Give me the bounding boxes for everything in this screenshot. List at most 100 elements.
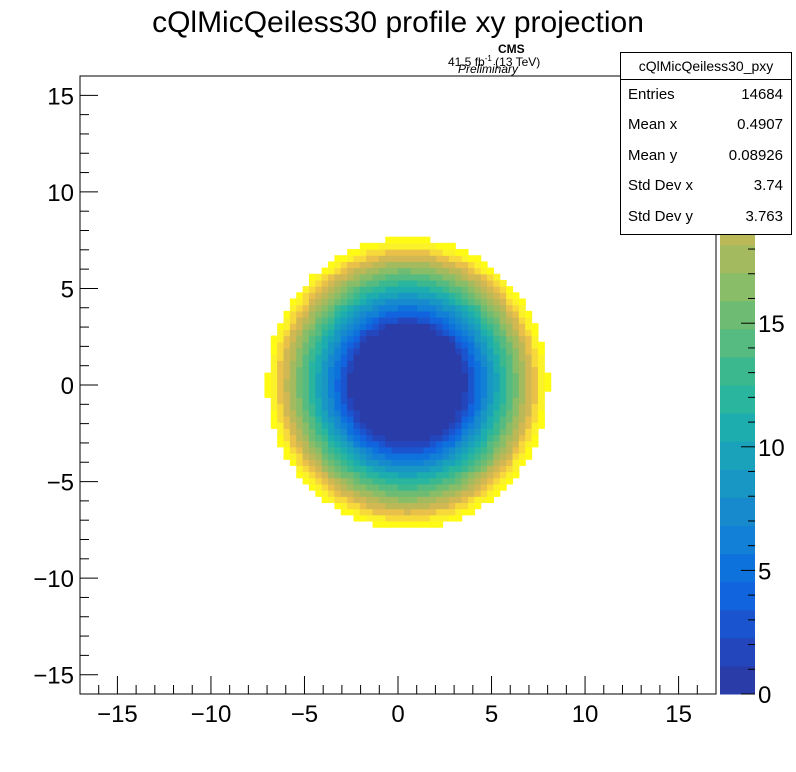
heatmap-bin xyxy=(480,323,488,330)
heatmap-bin xyxy=(315,347,323,355)
heatmap-bin xyxy=(385,409,393,417)
heatmap-bin xyxy=(372,310,380,318)
heatmap-bin xyxy=(398,335,405,343)
heatmap-bin xyxy=(353,286,361,293)
heatmap-bin xyxy=(359,267,367,275)
heatmap-bin xyxy=(385,347,393,355)
heatmap-bin xyxy=(461,391,469,398)
heatmap-bin xyxy=(308,459,316,466)
heatmap-bin xyxy=(308,409,316,417)
heatmap-bin xyxy=(410,496,418,504)
heatmap-bin xyxy=(353,409,361,417)
heatmap-bin xyxy=(391,279,399,287)
heatmap-bin xyxy=(531,385,539,392)
heatmap-bin xyxy=(270,354,278,361)
heatmap-bin xyxy=(372,422,380,429)
heatmap-bin xyxy=(506,403,514,411)
heatmap-bin xyxy=(391,360,399,368)
heatmap-bin xyxy=(366,514,374,522)
heatmap-bin xyxy=(512,360,520,368)
heatmap-bin xyxy=(410,422,418,429)
heatmap-bin xyxy=(417,477,425,485)
heatmap-bin xyxy=(340,477,348,485)
heatmap-bin xyxy=(455,279,463,287)
heatmap-bin xyxy=(531,403,539,411)
heatmap-bin xyxy=(442,490,450,497)
heatmap-bin xyxy=(315,292,323,300)
heatmap-bin xyxy=(499,397,507,405)
heatmap-bin xyxy=(340,298,348,306)
heatmap-bin xyxy=(398,298,405,306)
heatmap-bin xyxy=(353,508,361,516)
heatmap-bin xyxy=(308,341,316,349)
heatmap-bin xyxy=(436,415,444,423)
heatmap-bin xyxy=(270,372,278,380)
heatmap-bin xyxy=(461,428,469,436)
heatmap-bin xyxy=(467,255,475,262)
heatmap-bin xyxy=(531,372,539,380)
heatmap-bin xyxy=(467,496,475,504)
heatmap-bin xyxy=(493,378,501,386)
stats-label: Std Dev y xyxy=(628,207,694,225)
heatmap-bin xyxy=(455,298,463,306)
heatmap-bin xyxy=(385,249,393,256)
heatmap-bin xyxy=(423,279,431,287)
heatmap-bin xyxy=(480,391,488,398)
heatmap-bin xyxy=(525,452,533,460)
heatmap-bin xyxy=(398,465,405,473)
heatmap-bin xyxy=(474,459,482,466)
heatmap-bin xyxy=(436,391,444,398)
heatmap-bin xyxy=(398,471,405,479)
heatmap-bin xyxy=(525,391,533,398)
heatmap-bin xyxy=(315,477,323,485)
heatmap-bin xyxy=(512,329,520,337)
heatmap-bin xyxy=(410,236,418,244)
heatmap-bin xyxy=(283,452,291,460)
heatmap-bin xyxy=(385,471,393,479)
heatmap-bin xyxy=(448,452,456,460)
heatmap-bin xyxy=(385,490,393,497)
heatmap-bin xyxy=(302,329,310,337)
heatmap-bin xyxy=(398,354,405,361)
heatmap-bin xyxy=(359,391,367,398)
stats-row-mean-x: Mean x 0.4907 xyxy=(621,110,791,140)
heatmap-bin xyxy=(334,366,342,374)
heatmap-bin xyxy=(436,341,444,349)
heatmap-bin xyxy=(442,360,450,368)
heatmap-bin xyxy=(474,452,482,460)
heatmap-bin xyxy=(378,508,386,516)
heatmap-bin xyxy=(417,446,425,454)
heatmap-bin xyxy=(518,317,526,324)
heatmap-bin xyxy=(334,323,342,330)
heatmap-bin xyxy=(372,335,380,343)
heatmap-bin xyxy=(347,502,355,510)
heatmap-bin xyxy=(404,279,412,287)
heatmap-bin xyxy=(334,261,342,269)
heatmap-bin xyxy=(537,415,545,423)
heatmap-bin xyxy=(296,440,304,448)
heatmap-bin xyxy=(385,385,393,392)
heatmap-bin xyxy=(398,249,405,256)
heatmap-bin xyxy=(448,397,456,405)
heatmap-bin xyxy=(417,520,425,528)
heatmap-bin xyxy=(347,279,355,287)
heatmap-bin xyxy=(499,292,507,300)
heatmap-bin xyxy=(308,415,316,423)
heatmap-bin xyxy=(308,347,316,355)
heatmap-bin xyxy=(391,409,399,417)
heatmap-bin xyxy=(302,477,310,485)
heatmap-bin xyxy=(347,298,355,306)
heatmap-bin xyxy=(283,372,291,380)
heatmap-bin xyxy=(328,409,335,417)
heatmap-bin xyxy=(378,298,386,306)
heatmap-bin xyxy=(385,434,393,442)
heatmap-bin xyxy=(467,372,475,380)
heatmap-bin xyxy=(461,286,469,293)
heatmap-bin xyxy=(391,502,399,510)
heatmap-bin xyxy=(499,286,507,293)
heatmap-bin xyxy=(436,446,444,454)
heatmap-bin xyxy=(506,298,514,306)
heatmap-bin xyxy=(467,385,475,392)
heatmap-bin xyxy=(321,292,329,300)
heatmap-bin xyxy=(448,378,456,386)
